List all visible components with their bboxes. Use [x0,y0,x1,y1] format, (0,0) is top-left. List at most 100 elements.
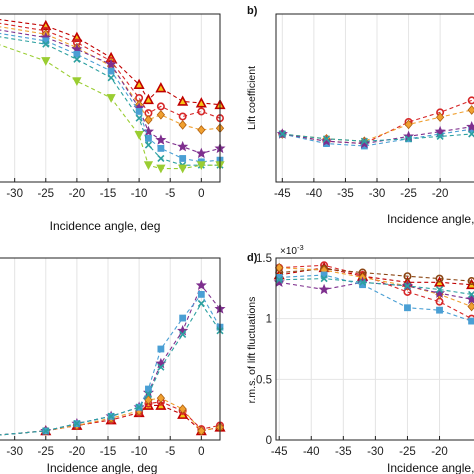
panel-d-plot-frame [275,257,474,441]
panel-d-series-6-line [279,278,472,295]
panel-b-series-1-point-5 [467,105,474,115]
panel-c-series-2-point-6 [156,393,166,403]
panel-a-xlabel: Incidence angle, deg [50,219,161,233]
panel-a-series-3-point-6 [155,134,167,145]
panel-d-series-4-point-4 [434,287,446,298]
panel-b-series-1 [278,105,474,147]
panel-c-ticks: -30 -25 -20 -15 -10 -5 0 [6,436,205,458]
panel-b-xtick-label-5: -20 [432,188,449,200]
panel-c-series-2-point-8 [197,426,206,436]
panel-a-series-5-point-2 [73,55,81,63]
panel-c-xtick-label-1: -25 [37,446,54,458]
panel-a-series-6-point-3 [106,94,116,103]
panel-a-series-2-point-5 [144,115,153,125]
panel-c-series-5-line [0,302,221,436]
panel-d-ticks: -45 -40 -35 -30 -25 -20 0 0.5 1 1.5 [256,253,448,458]
panel-b-series-4-point-2 [360,137,368,145]
panel-b-series-1-point-4 [435,112,445,123]
panel-c-xtick-label-0: -30 [6,446,23,458]
panel-a-series-6-point-6 [156,164,166,174]
panel-d-series-5-point-5 [468,317,474,325]
panel-d-series-6-point-1 [320,275,328,283]
panel-a-series-4-point-3 [107,67,115,75]
panel-a-series-3 [0,29,226,159]
panel-a: -30 -25 -20 -15 -10 -5 0 Incidence angle, deg [0,13,226,233]
panel-c-series-5-point-4 [135,403,143,411]
panel-b-xlabel: Incidence angle, e [387,212,474,226]
panel-c-series-5-point-1 [42,427,50,435]
panel-c-series-4-point-8 [197,290,205,298]
panel-a-series-5-line [0,36,220,166]
panel-a-xtick-label-2: -20 [69,188,86,200]
panel-d-ytick-label-1: 0.5 [256,374,272,386]
panel-a-series-6-point-1 [41,57,51,66]
panel-d-xtick-label-1: -40 [303,446,320,458]
panel-a-series-4-line [0,32,221,163]
panel-a-xtick-label-4: -10 [131,188,148,200]
panel-a-series-0-line [0,19,221,106]
panel-b-series-3-point-2 [358,137,370,149]
panel-d-series-0-line [279,267,472,286]
panel-a-series-2-point-6 [156,109,166,120]
panel-d-series-6-point-2 [359,278,367,286]
panel-a-series-4-point-5 [145,134,152,142]
panel-a-series-0-point-6 [155,82,167,93]
panel-b-series-4-point-1 [322,135,331,143]
panel-c-series-3-point-7 [177,324,189,336]
panel-d-series-0 [273,261,474,290]
panel-a-series-6-line [0,44,220,170]
panel-b-series [276,96,474,150]
panel-a-series-1-point-7 [178,112,187,121]
panel-d-series-4 [273,276,474,304]
panel-a-series-3-point-5 [142,125,154,137]
panel-d-xtick-label-0: -45 [271,446,288,458]
panel-b-xtick-label-3: -30 [369,188,386,200]
panel-c-series-4-point-7 [179,314,187,322]
panel-c: -30 -25 -20 -15 -10 -5 0 Incidence angle, deg [0,257,226,474]
panel-a-series-2-point-8 [197,125,206,135]
panel-d-series-5 [275,271,474,325]
panel-a-series-5-point-4 [135,114,143,122]
panel-b-series-4-point-4 [436,132,444,140]
panel-b-series-3-line [282,126,472,145]
panel-b-xtick-label-4: -25 [400,188,417,200]
panel-b-series-3-point-5 [466,120,474,132]
panel-a-xtick-label-3: -15 [100,188,117,200]
panel-a-series [0,19,226,174]
panel-d-exponent-power: -3 [297,243,304,252]
panel-a-xtick-label-6: 0 [198,188,204,200]
panel-b-label: b) [247,5,258,17]
panel-d-series-6-point-0 [275,276,283,284]
panel-a-series-5-point-5 [144,141,153,149]
panel-c-xlabel: Incidence angle, deg [47,461,158,474]
panel-b-plot-frame [275,13,474,183]
panel-d-xtick-label-4: -25 [399,446,416,458]
panel-a-series-5-point-1 [42,40,50,48]
panel-a-series-6-point-5 [143,161,154,171]
panel-d-xtick-label-5: -20 [431,446,448,458]
panel-a-series-3-point-7 [177,140,189,152]
panel-d-series-6-point-3 [403,282,412,290]
panel-c-series-5-point-6 [157,363,165,371]
panel-a-series-1-line [0,22,221,119]
panel-a-series-6-point-2 [72,77,82,87]
panel-c-xtick-label-3: -15 [100,446,117,458]
panel-c-gridlines [14,258,202,440]
panel-a-series-0-point-4 [133,78,145,89]
panel-d-series-1-line [279,264,472,320]
panel-c-plot-frame [0,257,221,441]
panel-d-series-5-point-4 [436,306,443,314]
panel-a-xtick-label-0: -30 [6,188,23,200]
panel-d-series-2-point-4 [435,274,444,283]
panel-b-series-4 [278,130,474,145]
panel-a-series-5-point-6 [157,154,165,163]
panel-a-ticks: -30 -25 -20 -15 -10 -5 0 [6,178,205,200]
panel-d-series-2-point-3 [403,272,412,281]
panel-c-series-2-line [0,397,221,436]
panel-b-series-3-point-1 [320,135,333,146]
panel-b: -45 -40 -35 -30 -25 -20 Incidence angle, e Li… [246,5,474,226]
panel-c-series-5-point-7 [179,330,187,339]
panel-a-series-0-point-8 [195,97,207,108]
panel-c-series-5 [0,299,224,436]
